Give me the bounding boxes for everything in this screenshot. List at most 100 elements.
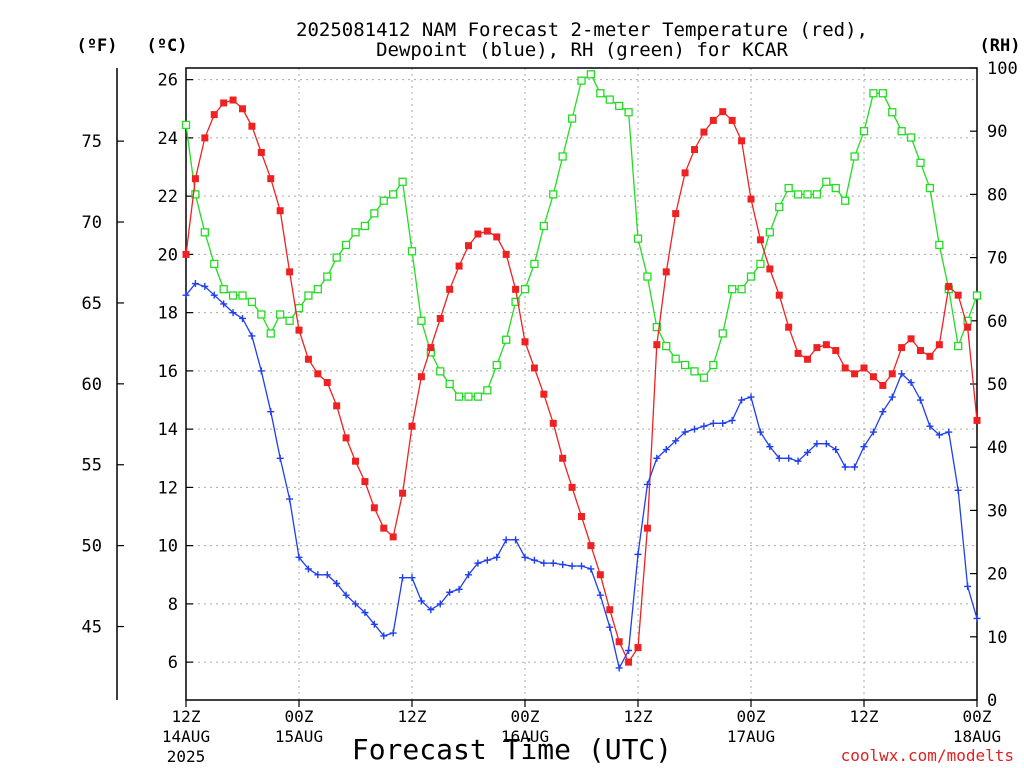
rh-point xyxy=(464,392,473,401)
temperature-point xyxy=(888,370,896,378)
temperature-point xyxy=(898,344,906,352)
dewpoint-point xyxy=(681,428,689,436)
temperature-point xyxy=(634,644,642,652)
rh-tick-label: 80 xyxy=(987,185,1007,205)
rh-point xyxy=(341,240,351,250)
dewpoint-point xyxy=(738,396,746,404)
rh-point xyxy=(191,190,200,199)
fahrenheit-tick-label: 60 xyxy=(82,375,102,395)
rh-point xyxy=(436,367,445,376)
dewpoint-point xyxy=(295,553,303,561)
dewpoint-point xyxy=(267,408,275,416)
dewpoint-point xyxy=(417,597,425,605)
rh-point xyxy=(210,259,219,269)
temperature-point xyxy=(436,314,444,322)
dewpoint-point xyxy=(493,553,501,561)
rh-point xyxy=(680,360,690,370)
temperature-point xyxy=(596,571,604,579)
rh-point xyxy=(803,190,812,199)
temperature-line xyxy=(185,99,978,664)
dewpoint-point xyxy=(455,585,463,593)
temperature-point xyxy=(286,268,294,276)
temperature-point xyxy=(917,347,924,355)
rh-point xyxy=(906,133,916,142)
rh-point xyxy=(633,234,643,243)
dewpoint-point xyxy=(898,370,906,378)
rh-point xyxy=(737,285,746,294)
rh-point xyxy=(323,272,332,281)
chart-title-line1: 2025081412 NAM Forecast 2-meter Temperat… xyxy=(296,19,868,41)
temperature-point xyxy=(417,373,425,381)
temperature-point xyxy=(700,128,708,136)
dewpoint-point xyxy=(606,623,614,631)
rh-unit-label: (RH) xyxy=(980,36,1021,56)
temperature-point xyxy=(662,268,670,276)
temperature-point xyxy=(229,96,237,104)
temperature-point xyxy=(851,370,859,378)
dewpoint-point xyxy=(399,574,407,582)
rh-point xyxy=(586,70,596,79)
time-tick-date: 14AUG xyxy=(162,727,210,746)
rh-point xyxy=(539,221,548,231)
time-tick-label: 00Z xyxy=(285,707,314,726)
time-tick-date: 15AUG xyxy=(275,727,323,746)
dewpoint-point xyxy=(191,280,199,288)
temperature-point xyxy=(455,262,463,270)
temperature-point xyxy=(615,638,623,646)
temperature-point xyxy=(653,341,661,349)
celsius-tick-label: 8 xyxy=(168,595,178,615)
rh-point xyxy=(925,183,935,193)
rh-point xyxy=(567,114,577,123)
rh-point xyxy=(454,392,464,401)
temperature-point xyxy=(512,285,520,293)
dewpoint-point xyxy=(973,614,981,622)
celsius-tick-label: 20 xyxy=(158,245,178,265)
temperature-point xyxy=(973,416,981,424)
rh-point xyxy=(916,158,925,167)
dewpoint-point xyxy=(634,550,642,558)
rh-point xyxy=(935,240,944,250)
celsius-tick-label: 6 xyxy=(168,653,178,673)
dewpoint-point xyxy=(465,571,472,579)
rh-point xyxy=(530,259,539,269)
temperature-point xyxy=(220,99,228,107)
dewpoint-point xyxy=(945,428,953,436)
dewpoint-point xyxy=(210,291,218,299)
dewpoint-point xyxy=(502,536,510,544)
rh-point xyxy=(219,285,228,294)
temperature-point xyxy=(907,335,915,343)
rh-point xyxy=(596,89,605,98)
rh-point xyxy=(407,247,417,256)
temperature-point xyxy=(502,250,510,258)
dewpoint-point xyxy=(323,571,331,579)
dewpoint-point xyxy=(521,553,529,561)
rh-point xyxy=(954,341,963,351)
temperature-point xyxy=(822,341,830,349)
dewpoint-point xyxy=(333,580,341,588)
rh-point xyxy=(728,285,737,294)
dewpoint-point xyxy=(380,632,388,640)
temperature-point xyxy=(587,542,595,550)
celsius-tick-label: 18 xyxy=(158,304,178,324)
grid-lines xyxy=(186,68,977,700)
dewpoint-point xyxy=(568,562,576,570)
dewpoint-point xyxy=(662,446,670,454)
temperature-point xyxy=(295,326,303,334)
fahrenheit-unit-label: (ºF) xyxy=(77,36,118,56)
temperature-point xyxy=(681,169,689,177)
rh-tick-label: 20 xyxy=(987,565,1007,585)
temperature-point xyxy=(493,233,501,241)
dewpoint-point xyxy=(578,562,585,570)
temperature-point xyxy=(568,483,576,491)
time-tick-label: 12Z xyxy=(624,707,653,726)
dewpoint-point xyxy=(239,314,246,322)
temperature-point xyxy=(879,381,887,389)
time-tick-year: 2025 xyxy=(167,747,206,766)
dewpoint-point xyxy=(879,408,887,416)
dewpoint-point xyxy=(408,574,416,582)
rh-point xyxy=(285,316,294,325)
temperature-point xyxy=(370,504,378,512)
rh-point xyxy=(765,228,774,237)
rh-tick-label: 90 xyxy=(987,122,1007,142)
